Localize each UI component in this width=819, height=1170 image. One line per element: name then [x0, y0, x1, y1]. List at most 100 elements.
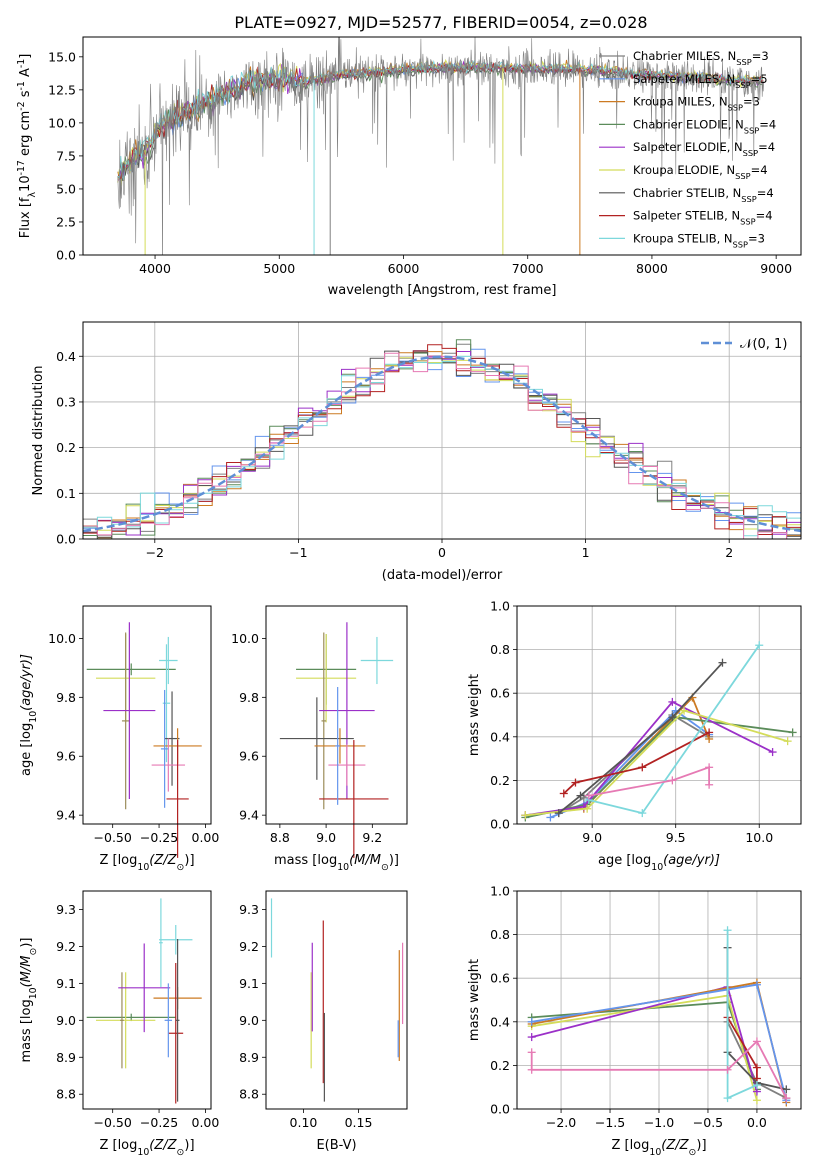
- x-tick-label: −0.5: [693, 1115, 723, 1130]
- y-tick-label: 9.8: [56, 690, 76, 705]
- errorbar-point: [160, 689, 169, 808]
- y-tick-label: 9.0: [56, 1013, 76, 1028]
- gaussian-curve: [83, 355, 801, 533]
- x-tick-label: −1: [289, 545, 307, 560]
- mass-weight-line: [525, 709, 788, 817]
- mass-weight-marker: [668, 697, 677, 706]
- errorbar-point: [166, 740, 189, 858]
- x-tick-label: 4000: [139, 261, 171, 276]
- age-vs-Z-panel: −0.50 −0.25 0.00 9.4 9.6 9.8 10.0 Z [log10(Z/Z⊙…: [19, 605, 220, 873]
- mass-weight-marker: [718, 658, 727, 667]
- mass-weight-marker: [668, 776, 677, 785]
- x-tick-label: −0.50: [94, 1115, 132, 1130]
- legend-label: Chabrier ELODIE, NSSP=4: [633, 117, 776, 135]
- errorbar-point: [159, 924, 193, 955]
- x-tick-label: −2: [146, 545, 164, 560]
- axes-frame: [265, 605, 408, 825]
- errorbar-point: [168, 963, 184, 1104]
- mass-vs-EBV-panel: 0.10 0.15 8.8 8.9 9.0 9.1 9.2 9.3 E(B-V): [239, 890, 408, 1153]
- y-tick-label: 10.0: [48, 115, 76, 130]
- legend-label: Chabrier STELIB, NSSP=4: [633, 186, 774, 204]
- y-tick-label: 8.9: [239, 1050, 259, 1065]
- x-tick-label: 9000: [760, 261, 792, 276]
- mass-weight-vs-age-panel: 9.0 9.5 10.0 0.0 0.2 0.4 0.6 0.8 1.0 age [log10(a…: [467, 599, 802, 873]
- errorbar-point: [296, 633, 357, 723]
- y-tick-label: 9.1: [239, 976, 259, 991]
- x-tick-label: 5000: [263, 261, 295, 276]
- y-tick-label: 5.0: [56, 181, 76, 196]
- mass-weight-line: [563, 731, 710, 795]
- errorbar-point: [164, 691, 180, 786]
- y-tick-label: 9.4: [56, 808, 76, 823]
- residuals-panel: −2 −1 0 1 2 0.0 0.1 0.2 0.3 0.4 𝒩(0, 1) (data-model…: [31, 321, 802, 583]
- mass-weight-marker: [527, 1033, 536, 1042]
- x-tick-label: 1: [582, 545, 590, 560]
- legend-label: Salpeter MILES, NSSP=5: [633, 72, 768, 90]
- mass-weight-marker: [638, 809, 647, 818]
- legend-label: Salpeter STELIB, NSSP=4: [633, 209, 773, 227]
- y-tick-label: 7.5: [56, 148, 76, 163]
- legend-label: Salpeter ELODIE, NSSP=4: [633, 140, 775, 158]
- mass-weight-marker: [521, 811, 530, 820]
- errorbar-point: [175, 939, 180, 1102]
- x-tick-label: 8.8: [270, 830, 290, 845]
- errorbar-point: [328, 744, 366, 786]
- y-tick-label: 0.4: [56, 349, 76, 364]
- y-tick-label: 0.6: [490, 686, 510, 701]
- y-tick-label: 10.0: [231, 631, 259, 646]
- figure-title: PLATE=0927, MJD=52577, FIBERID=0054, z=0…: [234, 13, 647, 32]
- ylabel: mass weight: [467, 959, 482, 1041]
- errorbar-point: [118, 943, 171, 1033]
- x-tick-label: 0.00: [192, 830, 220, 845]
- axes-frame: [516, 605, 802, 825]
- errorbar-point: [321, 632, 327, 810]
- x-tick-label: 2: [725, 545, 733, 560]
- y-tick-label: 0.0: [490, 817, 510, 832]
- y-tick-label: 9.3: [239, 902, 259, 917]
- y-tick-label: 9.0: [239, 1013, 259, 1028]
- mass-weight-marker: [752, 1096, 761, 1105]
- y-tick-label: 0.3: [56, 394, 76, 409]
- errorbar-point: [103, 622, 156, 799]
- residuals-xlabel: (data-model)/error: [382, 568, 503, 583]
- x-tick-label: 7000: [512, 261, 544, 276]
- axes-frame: [265, 890, 408, 1110]
- axes-frame: [82, 890, 212, 1110]
- spectrum-legend: Chabrier MILES, NSSP=3 Salpeter MILES, NS…: [599, 49, 776, 249]
- xlabel: Z [log10(Z/Z⊙)]: [99, 853, 194, 873]
- errorbar-point: [159, 898, 163, 988]
- y-tick-label: 15.0: [48, 49, 76, 64]
- y-tick-label: 0.2: [490, 1058, 510, 1073]
- mass-weight-marker: [668, 713, 677, 722]
- mass-weight-marker: [752, 1063, 761, 1072]
- errorbar-point: [121, 632, 130, 810]
- residuals-legend: 𝒩(0, 1): [701, 337, 787, 352]
- x-tick-label: 0: [438, 545, 446, 560]
- mass-weight-marker: [783, 737, 792, 746]
- y-tick-label: 0.6: [490, 971, 510, 986]
- mass-weight-marker: [584, 791, 593, 800]
- y-tick-label: 10.0: [48, 631, 76, 646]
- x-tick-label: −0.25: [140, 830, 178, 845]
- spectrum-panel: 4000 5000 6000 7000 8000 9000 0.0 2.5 5.0 7.5 10.0…: [16, 36, 802, 298]
- mass-weight-marker: [705, 763, 714, 772]
- mass-weight-marker: [705, 728, 714, 737]
- y-tick-label: 9.2: [56, 939, 76, 954]
- axes-frame: [82, 605, 212, 825]
- errorbar-point: [360, 636, 394, 685]
- y-tick-label: 9.1: [56, 976, 76, 991]
- age-vs-mass-panel: 8.8 9.0 9.2 9.4 9.6 9.8 10.0 mass [log10(M/M⊙)]: [231, 605, 408, 873]
- mass-weight-marker: [723, 926, 732, 935]
- y-tick-label: 8.8: [239, 1087, 259, 1102]
- x-tick-label: 0.0: [747, 1115, 767, 1130]
- y-tick-label: 0.4: [490, 1014, 510, 1029]
- y-tick-label: 9.3: [56, 902, 76, 917]
- errorbar-point: [162, 644, 171, 763]
- x-tick-label: 9.0: [582, 830, 602, 845]
- y-tick-label: 12.5: [48, 82, 76, 97]
- errorbar-point: [319, 740, 389, 858]
- mass-weight-marker: [723, 1065, 732, 1074]
- x-tick-label: −2.0: [546, 1115, 576, 1130]
- legend-label: Kroupa ELODIE, NSSP=4: [633, 163, 768, 181]
